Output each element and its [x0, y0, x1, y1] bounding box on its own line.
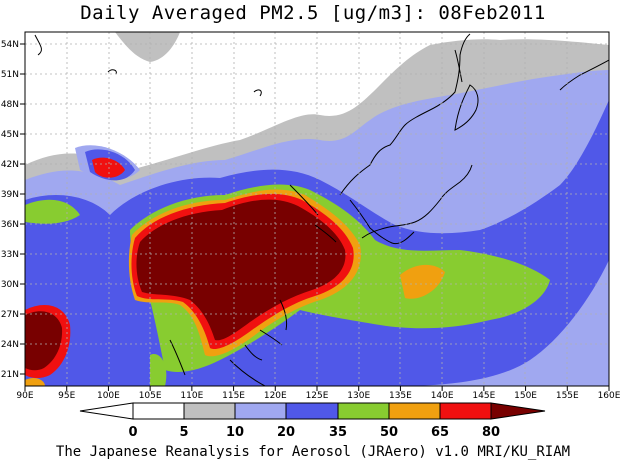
lon-tick-label: 125E — [306, 391, 329, 401]
lon-tick-label: 130E — [347, 391, 370, 401]
grid-lines — [25, 32, 609, 386]
lat-tick-label: 48N — [1, 100, 19, 110]
colorbar-tick-label: 65 — [431, 425, 449, 440]
colorbar-tick-labels: 0 5 10 20 35 50 65 80 — [128, 425, 500, 440]
lat-tick-labels: 21N 24N 27N 30N 33N 36N 39N 42N 45N 48N 51N 54N — [1, 40, 25, 380]
lon-tick-label: 160E — [598, 391, 621, 401]
colorbar-cell-65-80 — [439, 402, 492, 420]
lon-tick-label: 110E — [180, 391, 203, 401]
lat-tick-label: 45N — [1, 130, 19, 140]
lon-tick-label: 150E — [514, 391, 537, 401]
colorbar-cell-10-20 — [234, 402, 287, 420]
lon-tick-label: 155E — [556, 391, 579, 401]
colorbar-tick-label: 80 — [482, 425, 500, 440]
colorbar-tick-label: 5 — [179, 425, 188, 440]
lon-tick-label: 135E — [389, 391, 412, 401]
lon-tick-label: 120E — [264, 391, 287, 401]
lat-tick-label: 54N — [1, 40, 19, 50]
map-title: Daily Averaged PM2.5 [ug/m3]: 08Feb2011 — [80, 2, 546, 24]
footer-credit: The Japanese Reanalysis for Aerosol (JRA… — [55, 444, 571, 460]
colorbar-cell-20-35 — [285, 402, 339, 420]
lon-tick-label: 145E — [472, 391, 495, 401]
lat-tick-label: 36N — [1, 220, 19, 230]
lon-tick-labels: 90E 95E 100E 105E 110E 115E 120E 125E 130E 135E 14… — [16, 386, 621, 401]
contour-band-80-plus — [25, 199, 346, 371]
lat-tick-label: 33N — [1, 250, 19, 260]
colorbar-cell-50-65 — [388, 402, 441, 420]
lon-tick-label: 95E — [58, 391, 75, 401]
colorbar-tick-label: 35 — [329, 425, 347, 440]
lon-tick-label: 140E — [431, 391, 454, 401]
colorbar-tick-label: 0 — [128, 425, 137, 440]
lon-tick-label: 90E — [16, 391, 33, 401]
coastlines — [34, 33, 609, 386]
colorbar-tick-label: 20 — [277, 425, 295, 440]
lat-tick-label: 30N — [1, 280, 19, 290]
colorbar-cell-0-5 — [132, 402, 185, 420]
lon-tick-label: 100E — [97, 391, 120, 401]
lat-tick-label: 21N — [1, 370, 19, 380]
colorbar-upper-triangle — [490, 402, 546, 420]
colorbar-cell-35-50 — [337, 402, 390, 420]
colorbar-tick-label: 10 — [226, 425, 244, 440]
lat-tick-label: 51N — [1, 70, 19, 80]
lat-tick-label: 24N — [1, 340, 19, 350]
lat-tick-label: 39N — [1, 190, 19, 200]
lon-tick-label: 115E — [222, 391, 245, 401]
lat-tick-label: 42N — [1, 160, 19, 170]
colorbar-lower-triangle — [79, 402, 134, 420]
lon-tick-label: 105E — [139, 391, 162, 401]
lat-tick-label: 27N — [1, 310, 19, 320]
colorbar: 0 5 10 20 35 50 65 80 — [79, 402, 546, 440]
colorbar-cell-5-10 — [183, 402, 236, 420]
colorbar-tick-label: 50 — [380, 425, 398, 440]
